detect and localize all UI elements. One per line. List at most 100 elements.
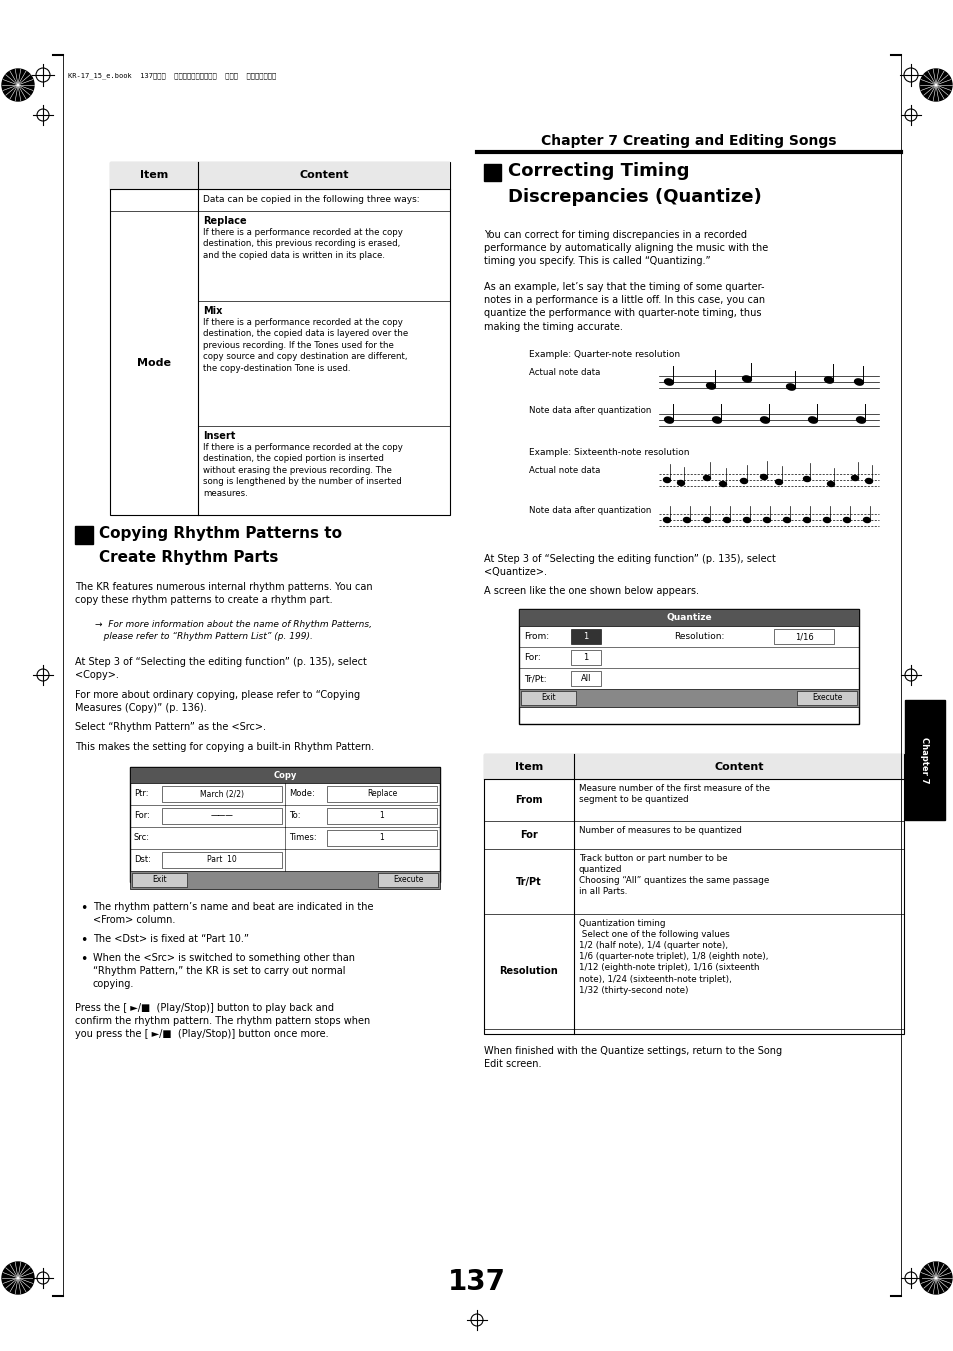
Text: 1: 1: [379, 812, 384, 820]
Text: KR-17_15_e.book  137ページ  ２００４年１２月６日  月曜日  午後１時５４分: KR-17_15_e.book 137ページ ２００４年１２月６日 月曜日 午後…: [68, 73, 276, 80]
Text: At Step 3 of “Selecting the editing function” (p. 135), select
<Copy>.: At Step 3 of “Selecting the editing func…: [75, 657, 367, 680]
Bar: [520, 690, 576, 705]
Ellipse shape: [762, 517, 770, 523]
Text: The KR features numerous internal rhythm patterns. You can
copy these rhythm pat: The KR features numerous internal rhythm…: [75, 582, 373, 605]
Text: Exit: Exit: [541, 693, 556, 703]
Text: If there is a performance recorded at the copy
destination, the copied portion i: If there is a performance recorded at th…: [203, 443, 402, 497]
Text: •: •: [80, 934, 88, 947]
Bar: [130, 871, 439, 889]
Text: Replace: Replace: [203, 216, 247, 226]
Text: Chapter 7: Chapter 7: [920, 736, 928, 784]
Ellipse shape: [722, 517, 730, 523]
Text: Copy: Copy: [273, 770, 296, 780]
Bar: [518, 689, 858, 707]
Ellipse shape: [719, 481, 726, 486]
Bar: [571, 630, 600, 644]
Text: Src:: Src:: [133, 834, 150, 843]
Text: Tr/Pt:: Tr/Pt:: [523, 674, 546, 684]
Text: 1/16: 1/16: [794, 632, 813, 640]
Text: Content: Content: [299, 170, 349, 181]
Ellipse shape: [802, 517, 810, 523]
Bar: [904, 700, 944, 820]
Text: Part  10: Part 10: [207, 855, 236, 865]
Text: As an example, let’s say that the timing of some quarter-
notes in a performance: As an example, let’s say that the timing…: [483, 282, 764, 331]
Text: From:: From:: [523, 632, 549, 640]
Text: 1: 1: [583, 653, 588, 662]
Ellipse shape: [706, 382, 715, 389]
Ellipse shape: [664, 378, 673, 385]
Text: You can correct for timing discrepancies in a recorded
performance by automatica: You can correct for timing discrepancies…: [483, 230, 767, 266]
Ellipse shape: [775, 480, 781, 485]
Text: If there is a performance recorded at the copy
destination, this previous record: If there is a performance recorded at th…: [203, 228, 402, 259]
Text: Create Rhythm Parts: Create Rhythm Parts: [99, 550, 278, 565]
Text: If there is a performance recorded at the copy
destination, the copied data is l: If there is a performance recorded at th…: [203, 317, 408, 373]
Ellipse shape: [760, 474, 766, 480]
Bar: [110, 162, 450, 515]
Circle shape: [919, 69, 951, 101]
Ellipse shape: [851, 476, 858, 481]
Bar: [130, 767, 439, 882]
Ellipse shape: [682, 517, 690, 523]
Ellipse shape: [808, 417, 817, 423]
Circle shape: [919, 1262, 951, 1294]
Text: March (2/2): March (2/2): [200, 789, 244, 798]
Ellipse shape: [864, 478, 872, 484]
Ellipse shape: [802, 477, 810, 481]
Text: Chapter 7 Creating and Editing Songs: Chapter 7 Creating and Editing Songs: [540, 134, 836, 149]
Bar: [377, 873, 437, 888]
Bar: [162, 852, 282, 867]
Bar: [773, 630, 833, 644]
Text: At Step 3 of “Selecting the editing function” (p. 135), select
<Quantize>.: At Step 3 of “Selecting the editing func…: [483, 554, 775, 577]
Ellipse shape: [823, 377, 833, 384]
Text: Copying Rhythm Patterns to: Copying Rhythm Patterns to: [99, 526, 341, 540]
Ellipse shape: [760, 417, 769, 423]
Text: Example: Quarter-note resolution: Example: Quarter-note resolution: [529, 350, 679, 359]
Ellipse shape: [712, 417, 720, 423]
Bar: [75, 526, 92, 544]
Text: Execute: Execute: [811, 693, 841, 703]
Ellipse shape: [854, 378, 862, 385]
Text: Dst:: Dst:: [133, 855, 151, 865]
Text: For:: For:: [133, 812, 150, 820]
Bar: [162, 808, 282, 824]
Text: ———: ———: [211, 812, 233, 820]
Bar: [796, 690, 856, 705]
Bar: [327, 830, 436, 846]
Text: The <Dst> is fixed at “Part 10.”: The <Dst> is fixed at “Part 10.”: [92, 934, 249, 944]
Ellipse shape: [702, 476, 710, 481]
Text: Ptr:: Ptr:: [133, 789, 149, 798]
Text: For more about ordinary copying, please refer to “Copying
Measures (Copy)” (p. 1: For more about ordinary copying, please …: [75, 690, 359, 713]
Text: Quantization timing
 Select one of the following values
1/2 (half note), 1/4 (qu: Quantization timing Select one of the fo…: [578, 919, 767, 994]
Circle shape: [2, 1262, 34, 1294]
Text: The rhythm pattern’s name and beat are indicated in the
<From> column.: The rhythm pattern’s name and beat are i…: [92, 902, 374, 925]
Bar: [571, 650, 600, 665]
Text: From: From: [515, 794, 542, 805]
Text: Resolution:: Resolution:: [673, 632, 723, 640]
Bar: [327, 786, 436, 802]
Bar: [518, 609, 858, 626]
Text: 1: 1: [583, 632, 588, 640]
Text: Number of measures to be quantized: Number of measures to be quantized: [578, 825, 741, 835]
Text: All: All: [580, 674, 591, 684]
Bar: [518, 609, 858, 724]
Text: Tr/Pt: Tr/Pt: [516, 877, 541, 886]
Circle shape: [2, 69, 34, 101]
Text: To:: To:: [289, 812, 300, 820]
Text: This makes the setting for copying a built-in Rhythm Pattern.: This makes the setting for copying a bui…: [75, 742, 374, 753]
Text: Mix: Mix: [203, 305, 222, 316]
Text: Resolution: Resolution: [499, 966, 558, 977]
Ellipse shape: [862, 517, 869, 523]
Text: Correcting Timing: Correcting Timing: [507, 162, 689, 180]
Ellipse shape: [842, 517, 849, 523]
Ellipse shape: [663, 517, 670, 523]
Ellipse shape: [740, 478, 747, 484]
Text: For:: For:: [523, 653, 540, 662]
Text: When finished with the Quantize settings, return to the Song
Edit screen.: When finished with the Quantize settings…: [483, 1046, 781, 1069]
Text: Mode:: Mode:: [289, 789, 314, 798]
Text: Replace: Replace: [367, 789, 396, 798]
Ellipse shape: [826, 481, 834, 486]
Text: Execute: Execute: [393, 875, 423, 885]
Bar: [571, 671, 600, 686]
Bar: [132, 873, 187, 888]
Text: Discrepancies (Quantize): Discrepancies (Quantize): [507, 188, 760, 205]
